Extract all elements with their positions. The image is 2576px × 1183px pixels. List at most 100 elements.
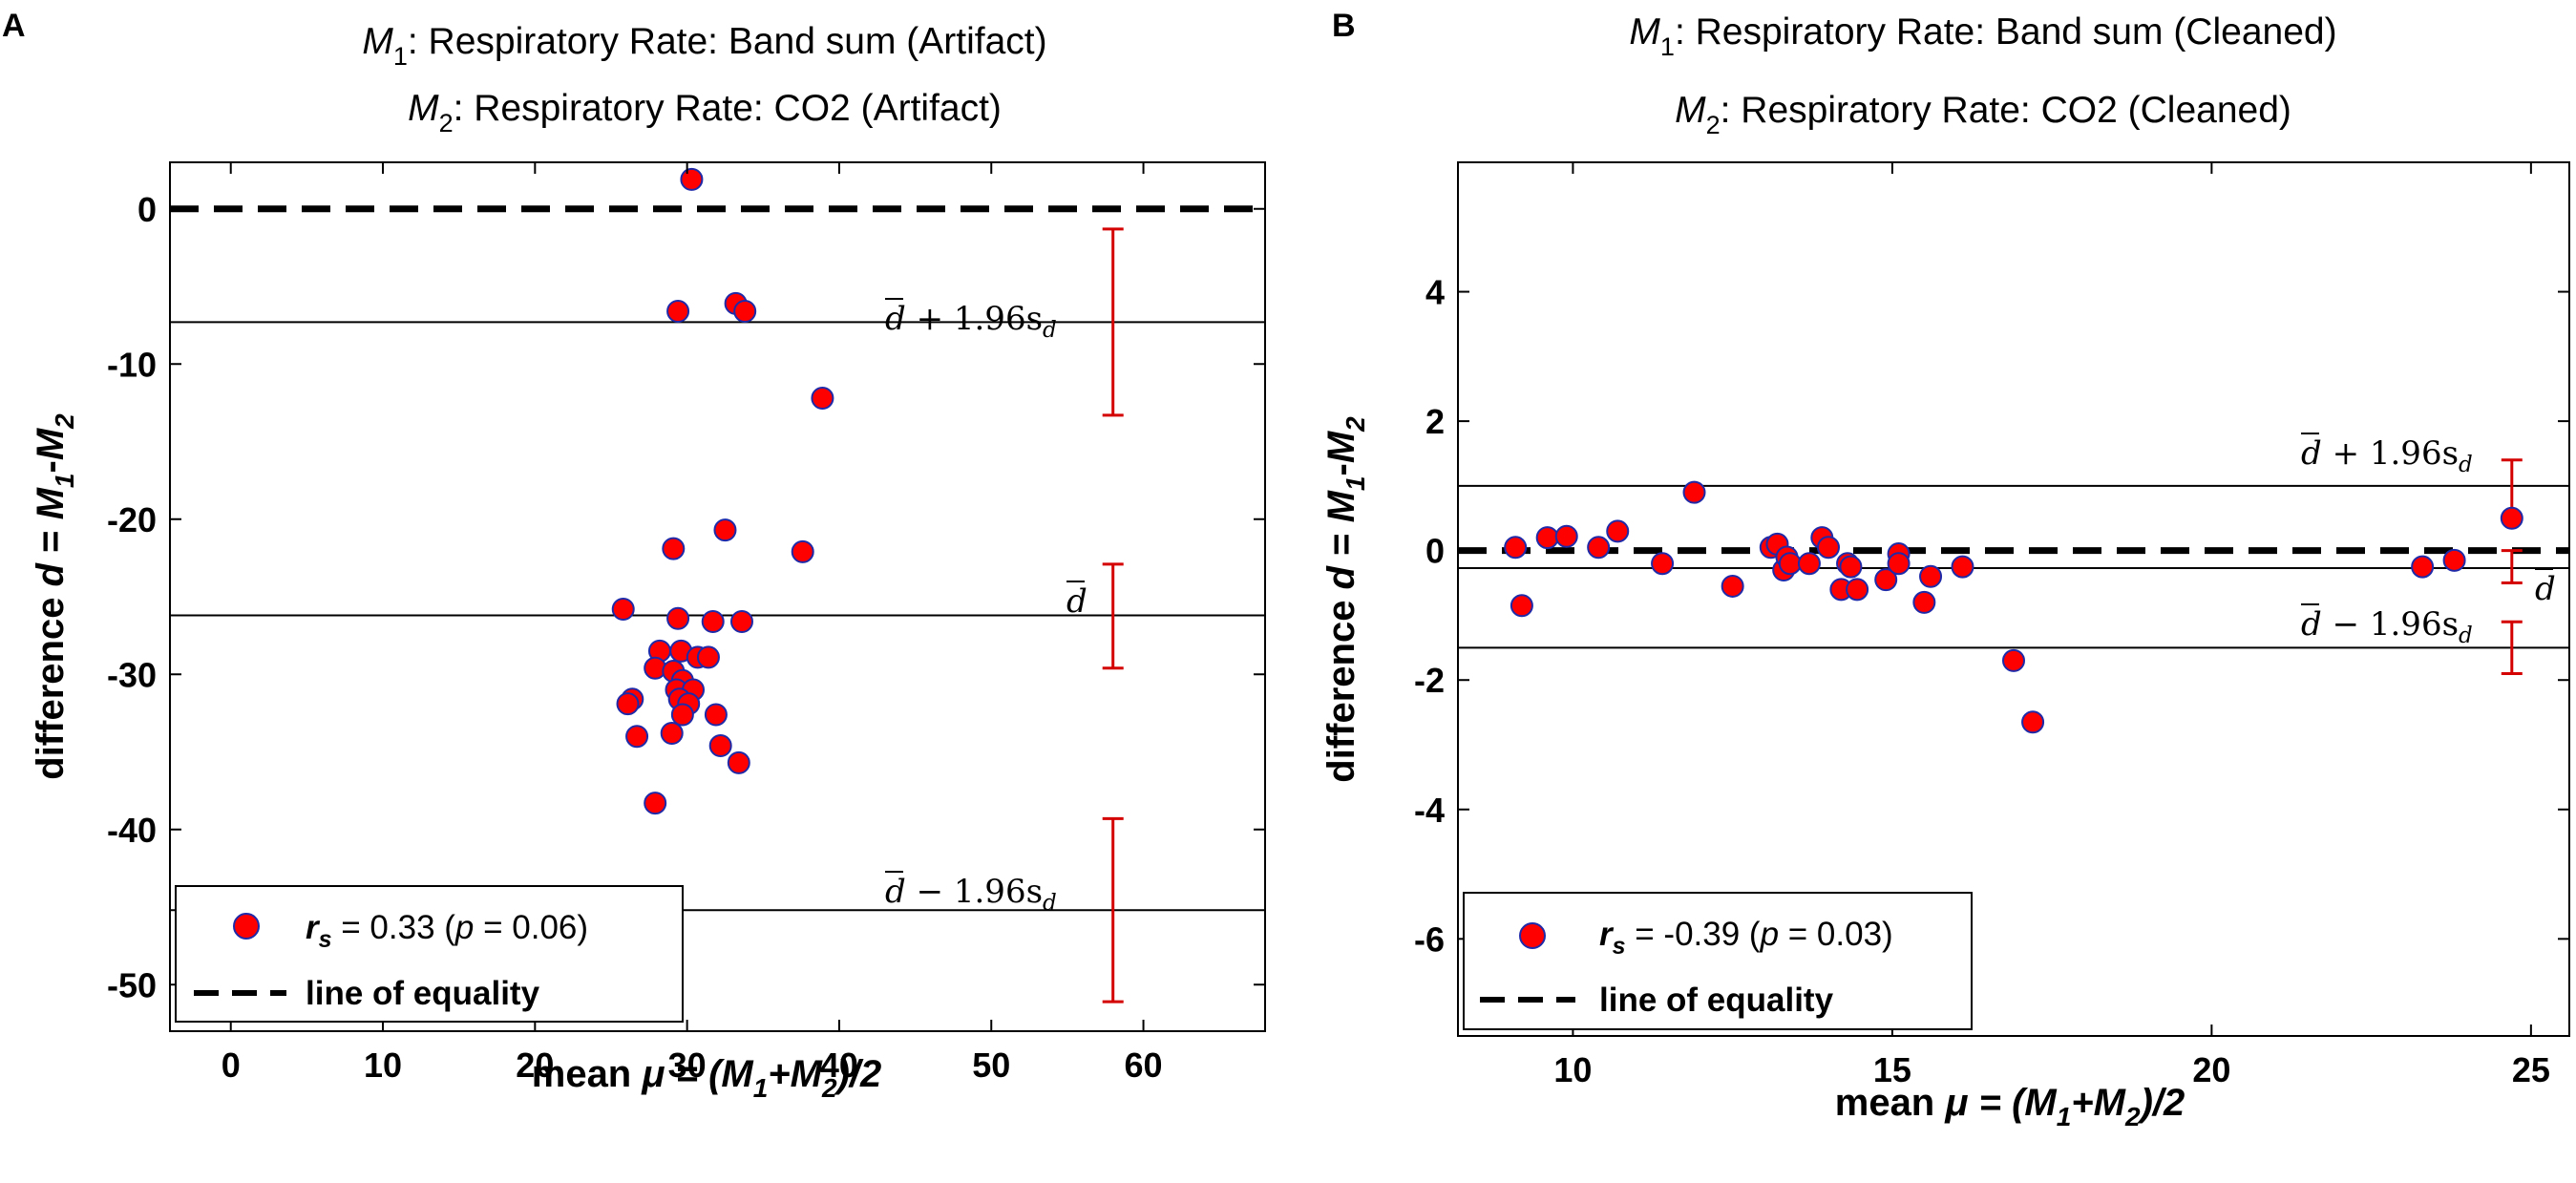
panel-a-title1-text: : Respiratory Rate: Band sum (Artifact)	[408, 21, 1047, 62]
panel-a-legend-rs: rs = 0.33 (p = 0.06)	[306, 909, 588, 953]
panel-b-data-point	[1874, 568, 1898, 592]
panel-a-ci-lower	[1102, 816, 1124, 1003]
panel-a-ylabel-prefix: difference	[30, 586, 72, 779]
panel-a-title2-subscript: 2	[439, 109, 454, 137]
panel-b-ylabel-m2: M	[1320, 430, 1362, 463]
panel-b-xlabel-m2: M	[2094, 1082, 2127, 1124]
panel-b-x-tick-label: 15	[1873, 1050, 1911, 1089]
panel-a-upper-loa-text: + 1.96s	[906, 300, 1043, 338]
panel-b-x-tick-label: 25	[2512, 1050, 2550, 1089]
panel-b-lower-loa-label: d − 1.96sd	[2301, 605, 2473, 648]
panel-b-data-point	[1721, 574, 1744, 598]
panel-a-ylabel-eq: =	[30, 519, 72, 563]
panel-b-legend-rsub: s	[1613, 933, 1626, 960]
panel-a-data-point	[733, 300, 757, 323]
panel-a-ci-mean	[1102, 562, 1124, 670]
panel-b-data-point	[2411, 555, 2435, 579]
panel-a: A M1: Respiratory Rate: Band sum (Artifa…	[2, 8, 1266, 1103]
panel-a-title2-symbol: M	[408, 88, 439, 129]
panel-b-data-point	[1887, 552, 1911, 576]
panel-b-legend-line-label: line of equality	[1599, 982, 1834, 1019]
panel-b-ylabel-eq: =	[1320, 522, 1362, 566]
panel-b-legend-rs: rs = -0.39 (p = 0.03)	[1599, 916, 1893, 960]
panel-b-title2-text: : Respiratory Rate: CO2 (Cleaned)	[1721, 90, 2291, 131]
panel-a-data-point	[791, 539, 814, 563]
panel-b-data-point	[2500, 506, 2523, 530]
panel-a-xlabel-s2: 2	[821, 1073, 837, 1103]
panel-b-ylabel-s1: 1	[1341, 476, 1370, 492]
panel-a-xlabel-plus: +	[768, 1053, 790, 1095]
panel-a-y-tick-label: -20	[107, 500, 157, 539]
panel-a-data-point	[666, 300, 690, 323]
panel-b-title2-symbol: M	[1675, 90, 1706, 131]
panel-a-title2-text: : Respiratory Rate: CO2 (Artifact)	[454, 88, 1002, 129]
panel-a-plot-area	[170, 167, 1265, 1003]
panel-a-y-tick-label: 0	[137, 190, 157, 229]
panel-a-ylabel-s1: 1	[50, 474, 79, 489]
panel-b-legend-rtext: = -0.39 (	[1626, 916, 1761, 953]
panel-a-ylabel-d: d	[30, 561, 72, 586]
panel-b-data-point	[1606, 519, 1630, 543]
panel-b-xlabel-s1: 1	[2057, 1102, 2072, 1131]
panel-a-legend-marker	[233, 913, 260, 940]
panel-a-legend-r: r	[306, 909, 321, 946]
panel-a-data-point	[729, 610, 753, 633]
panel-b-xlabel-mu: μ	[1944, 1082, 1968, 1124]
panel-a-x-tick-label: 50	[972, 1046, 1010, 1085]
panel-b-legend-p: p	[1760, 916, 1779, 953]
panel-b-upper-loa-text: + 1.96s	[2322, 434, 2459, 473]
panel-a-x-tick-label: 40	[820, 1046, 858, 1085]
panel-b-xlabel-eq: = (	[1968, 1082, 2029, 1124]
panel-b-x-tick-label: 10	[1553, 1050, 1592, 1089]
panel-a-data-point	[713, 518, 737, 542]
panel-b-xlabel: mean μ = (M1+M2)/2	[1835, 1082, 2185, 1131]
panel-a-data-point	[701, 610, 725, 633]
panel-b-xlabel-prefix: mean	[1835, 1082, 1946, 1124]
panel-a-xlabel-end: )/2	[834, 1053, 882, 1095]
panel-b-legend-r: r	[1599, 916, 1615, 953]
panel-b-lower-loa-dbar: d	[2301, 605, 2322, 644]
panel-a-legend-p: p	[454, 909, 474, 946]
panel-b-ylabel-d: d	[1320, 564, 1362, 589]
panel-a-upper-loa-dbar: d	[885, 300, 906, 338]
panel-a-data-point	[611, 598, 635, 621]
panel-b-title2-subscript: 2	[1706, 111, 1721, 139]
panel-a-label: A	[2, 8, 26, 44]
panel-b-legend: rs = -0.39 (p = 0.03) line of equality	[1463, 892, 1973, 1030]
panel-a-ci-upper	[1102, 227, 1124, 417]
panel-a-xlabel-s1: 1	[753, 1073, 769, 1103]
panel-a-x-tick-label: 30	[668, 1046, 707, 1085]
panel-a-data-point	[670, 703, 694, 727]
panel-a-title-line1: M1: Respiratory Rate: Band sum (Artifact…	[362, 21, 1046, 71]
panel-a-ylabel-dash: -	[30, 460, 72, 473]
panel-b-xlabel-s2: 2	[2124, 1102, 2141, 1131]
panel-b-data-point	[1817, 536, 1840, 560]
panel-a-title1-symbol: M	[362, 21, 393, 62]
panel-b-data-point	[1919, 564, 1943, 588]
panel-a-legend: rs = 0.33 (p = 0.06) line of equality	[175, 885, 684, 1023]
panel-a-xlabel-mu: μ	[641, 1053, 665, 1095]
panel-b-axes-box	[1457, 161, 2570, 1037]
panel-a-xlabel-m1: M	[721, 1053, 754, 1095]
panel-b-data-point	[2021, 710, 2045, 734]
panel-b-ylabel: difference d = M1-M2	[1320, 416, 1370, 783]
panel-b-data-point	[2002, 648, 2025, 672]
panel-a-xlabel: mean μ = (M1+M2)/2	[532, 1053, 882, 1103]
panel-b-mean-label: d	[2535, 570, 2556, 608]
panel-b-title-line2: M2: Respiratory Rate: CO2 (Cleaned)	[1675, 90, 2291, 139]
panel-a-x-tick-label: 0	[222, 1046, 241, 1085]
panel-b-lower-loa-sub: d	[2459, 623, 2473, 648]
panel-b-title1-subscript: 1	[1660, 32, 1675, 61]
panel-a-title1-subscript: 1	[393, 42, 408, 71]
panel-b-upper-loa-label: d + 1.96sd	[2301, 434, 2473, 477]
panel-b-y-tick-label: -2	[1414, 661, 1445, 700]
panel-b-data-point	[1778, 552, 1802, 576]
panel-a-y-tick-label: -50	[107, 965, 157, 1004]
panel-a-x-tick-label: 10	[364, 1046, 402, 1085]
panel-b-data-point	[1535, 526, 1559, 550]
panel-a-data-point	[704, 703, 728, 727]
panel-a-ylabel: difference d = M1-M2	[30, 413, 79, 780]
panel-b: B M1: Respiratory Rate: Band sum (Cleane…	[1320, 8, 2570, 1131]
panel-b-data-point	[1504, 536, 1528, 560]
